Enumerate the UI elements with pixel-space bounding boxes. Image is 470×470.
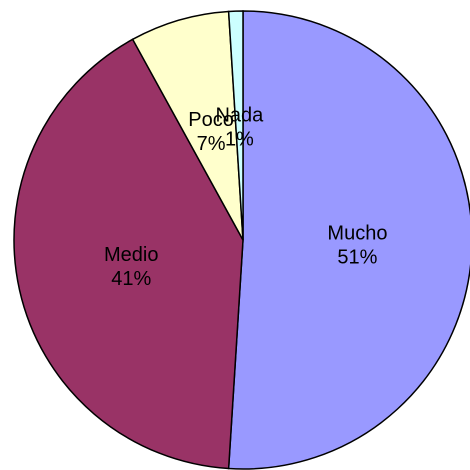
category-label: Nada	[215, 105, 264, 127]
category-label: Poco	[188, 109, 234, 131]
data-label: Poco 7%	[188, 109, 234, 155]
pie-slice	[227, 10, 470, 470]
data-label: Mucho 51%	[327, 223, 387, 269]
value-label: 1%	[225, 129, 254, 151]
value-label: 51%	[337, 247, 377, 269]
value-label: 41%	[111, 268, 151, 290]
category-label: Medio	[104, 244, 158, 266]
data-label: Medio 41%	[104, 244, 158, 290]
pie-slice	[13, 38, 244, 470]
category-label: Mucho	[327, 223, 387, 245]
value-label: 7%	[197, 133, 226, 155]
pie-slice	[227, 10, 244, 241]
data-label: Nada 1%	[215, 105, 264, 151]
